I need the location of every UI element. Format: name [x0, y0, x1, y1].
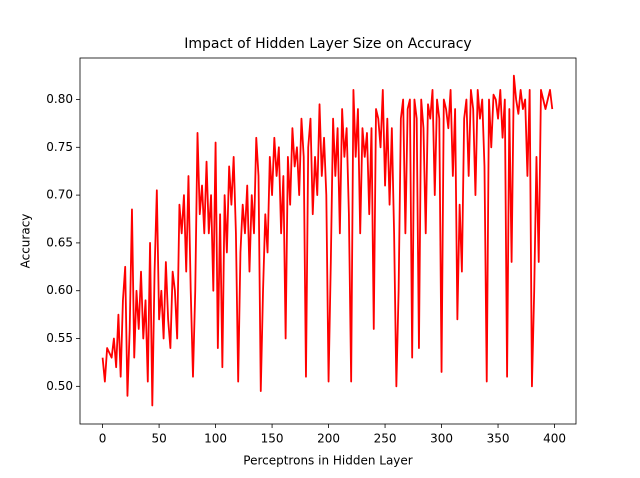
x-tick-label: 100	[204, 432, 227, 446]
plot-frame	[79, 57, 577, 425]
y-tick-label: 0.55	[46, 331, 73, 345]
y-tick-label: 0.50	[46, 379, 73, 393]
x-tick-label: 0	[99, 432, 107, 446]
y-tick-label: 0.65	[46, 235, 73, 249]
x-tick-label: 50	[151, 432, 166, 446]
x-tick-label: 250	[374, 432, 397, 446]
y-tick-label: 0.70	[46, 188, 73, 202]
chart-title: Impact of Hidden Layer Size on Accuracy	[184, 36, 471, 52]
y-tick-label: 0.75	[46, 140, 73, 154]
x-axis-label: Perceptrons in Hidden Layer	[243, 454, 413, 468]
x-tick-label: 350	[487, 432, 510, 446]
x-tick-label: 400	[543, 432, 566, 446]
x-tick-label: 300	[430, 432, 453, 446]
y-axis-label: Accuracy	[19, 214, 33, 269]
x-tick-label: 200	[317, 432, 340, 446]
line-series	[101, 74, 554, 407]
y-tick-label: 0.80	[46, 92, 73, 106]
y-tick-label: 0.60	[46, 283, 73, 297]
x-tick-label: 150	[261, 432, 284, 446]
